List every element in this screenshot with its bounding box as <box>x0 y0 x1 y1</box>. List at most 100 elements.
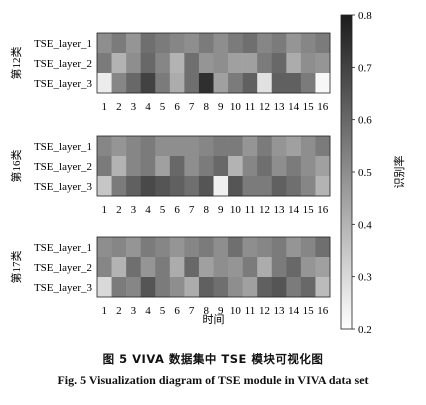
heatmap-cell <box>213 33 229 54</box>
x-tick-label: 10 <box>230 204 242 216</box>
panel-frame <box>96 236 331 298</box>
heatmap-cell <box>198 73 214 94</box>
heatmap-cell <box>271 257 287 278</box>
heatmap-cell <box>126 33 141 54</box>
x-tick-label: 2 <box>116 101 122 113</box>
x-tick-label: 15 <box>303 204 315 216</box>
heatmap-cell <box>111 156 127 177</box>
panel-title: 第12类 <box>9 47 23 80</box>
x-tick-label: 2 <box>116 204 122 216</box>
heatmap-cell <box>169 136 185 157</box>
heatmap-cell <box>184 237 200 258</box>
heatmap-cell <box>213 73 229 94</box>
heatmap-cell <box>228 73 243 94</box>
x-tick-label: 12 <box>259 204 270 216</box>
x-tick-label: 7 <box>189 101 195 113</box>
x-tick-label: 12 <box>259 101 270 113</box>
colorbar-tick-label: 0.3 <box>358 272 372 284</box>
heatmap-cell <box>213 176 229 197</box>
heatmap-cell <box>184 136 200 157</box>
heatmap-cell <box>97 237 112 258</box>
x-tick-label: 13 <box>274 204 286 216</box>
heatmap-cell <box>300 156 316 177</box>
heatmap-cell <box>271 237 287 258</box>
heatmap-cell <box>257 73 273 94</box>
heatmap-cell <box>169 277 185 298</box>
colorbar-tick-label: 0.4 <box>358 219 372 231</box>
heatmap-cell <box>271 136 287 157</box>
heatmap-cell <box>111 176 127 197</box>
row-label: TSE_layer_2 <box>34 262 92 274</box>
heatmap-cell <box>97 73 112 94</box>
x-tick-label: 12 <box>259 305 270 317</box>
heatmap-cell <box>300 176 316 197</box>
heatmap-cell <box>286 277 302 298</box>
heatmap-cell <box>97 136 112 157</box>
x-tick-label: 15 <box>303 305 315 317</box>
heatmap-cell <box>213 53 229 74</box>
heatmap-cell <box>315 277 331 298</box>
x-tick-label: 11 <box>245 204 256 216</box>
heatmap-cell <box>198 156 214 177</box>
x-tick-label: 13 <box>274 101 286 113</box>
heatmap-cell <box>169 176 185 197</box>
heatmap-cell <box>213 237 229 258</box>
heatmap-cell <box>169 237 185 258</box>
panel-title: 第16类 <box>9 150 23 183</box>
x-tick-label: 1 <box>102 305 108 317</box>
colorbar-tick-label: 0.7 <box>358 62 372 74</box>
heatmap-cell <box>184 257 200 278</box>
colorbar-tick-label: 0.2 <box>358 324 372 336</box>
heatmap-cell <box>286 53 302 74</box>
heatmap-cell <box>228 156 243 177</box>
heatmap-cell <box>242 156 258 177</box>
x-tick-label: 9 <box>218 305 224 317</box>
x-tick-label: 3 <box>131 101 137 113</box>
heatmap-cell <box>184 33 200 54</box>
colorbar-tick-label: 0.5 <box>358 167 372 179</box>
x-tick-label: 4 <box>145 305 151 317</box>
x-tick-label: 5 <box>160 101 166 113</box>
heatmap-cell <box>242 257 258 278</box>
panel-title: 第17类 <box>9 251 23 284</box>
colorbar-label: 识别率 <box>392 156 406 189</box>
heatmap-cell <box>140 136 156 157</box>
heatmap-cell <box>257 33 273 54</box>
x-tick-label: 3 <box>131 305 137 317</box>
x-tick-label: 8 <box>203 204 209 216</box>
heatmap-cell <box>126 176 141 197</box>
heatmap-cell <box>97 33 112 54</box>
heatmap-cell <box>315 176 331 197</box>
heatmap-cell <box>228 53 243 74</box>
heatmap-cell <box>213 277 229 298</box>
heatmap-cell <box>271 33 287 54</box>
heatmap-cell <box>242 53 258 74</box>
colorbar <box>340 14 353 330</box>
row-label: TSE_layer_1 <box>34 141 92 153</box>
heatmap-cell <box>97 176 112 197</box>
caption-chinese: 图 5 VIVA 数据集中 TSE 模块可视化图 <box>102 352 324 366</box>
heatmap-cell <box>271 277 287 298</box>
heatmap-cell <box>300 53 316 74</box>
heatmap-cell <box>198 277 214 298</box>
heatmap-cell <box>126 237 141 258</box>
heatmap-cell <box>300 277 316 298</box>
heatmap-cell <box>300 33 316 54</box>
heatmap-cell <box>286 136 302 157</box>
heatmap-cell <box>271 156 287 177</box>
heatmap-cell <box>257 136 273 157</box>
heatmap-cell <box>111 73 127 94</box>
heatmap-cell <box>257 176 273 197</box>
heatmap-cell <box>286 73 302 94</box>
heatmap-cell <box>228 136 243 157</box>
heatmap-cell <box>140 176 156 197</box>
heatmap-cell <box>111 33 127 54</box>
row-label: TSE_layer_3 <box>34 181 93 193</box>
row-label: TSE_layer_2 <box>34 161 92 173</box>
x-tick-label: 10 <box>230 305 242 317</box>
x-tick-label: 15 <box>303 101 315 113</box>
heatmap-cell <box>315 257 331 278</box>
heatmap-cell <box>140 257 156 278</box>
